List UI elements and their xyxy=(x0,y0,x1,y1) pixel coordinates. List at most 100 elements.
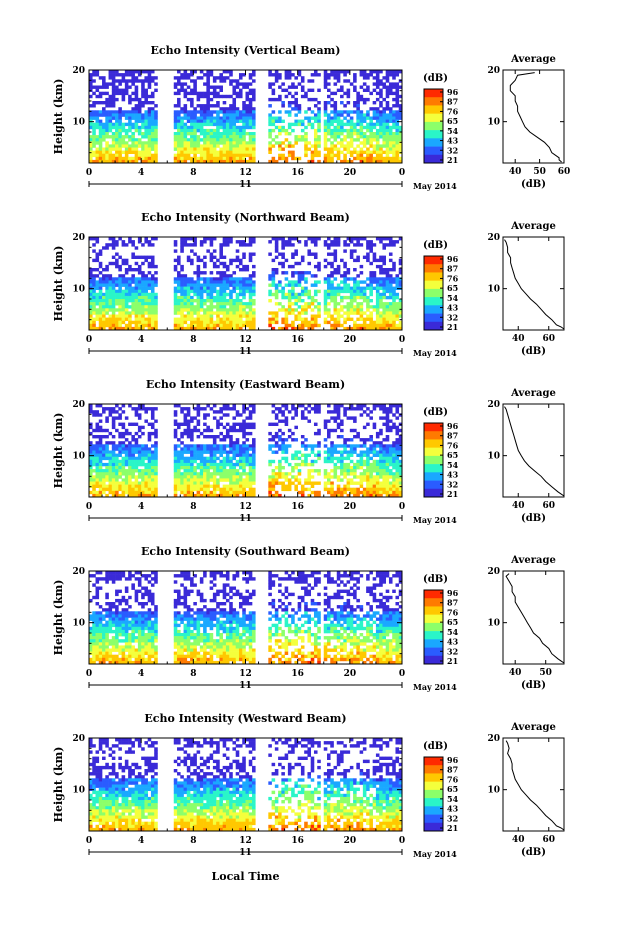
heatmap-cell xyxy=(206,283,210,287)
heatmap-cell xyxy=(353,308,357,312)
heatmap-cell xyxy=(121,422,126,426)
heatmap-cell xyxy=(362,478,367,482)
heatmap-cell xyxy=(177,125,181,130)
heatmap-cell xyxy=(379,101,383,105)
heatmap-cell xyxy=(222,299,227,303)
heatmap-cell xyxy=(310,320,315,325)
heatmap-cell xyxy=(359,459,364,464)
heatmap-cell xyxy=(294,438,298,442)
heatmap-cell xyxy=(268,85,272,89)
heatmap-cell xyxy=(248,277,253,281)
heatmap-cell xyxy=(346,289,351,294)
heatmap-cell xyxy=(307,237,312,241)
heatmap-cell xyxy=(356,487,360,492)
heatmap-cell xyxy=(206,289,210,294)
heatmap-cell xyxy=(333,472,338,476)
heatmap-cell xyxy=(327,237,331,241)
heatmap-cell xyxy=(238,444,243,448)
heatmap-cell xyxy=(150,407,155,411)
heatmap-cell xyxy=(98,493,103,498)
heatmap-cell xyxy=(121,326,126,331)
heatmap-cell xyxy=(232,91,237,96)
heatmap-cell xyxy=(252,125,256,130)
heatmap-cell xyxy=(359,438,364,442)
heatmap-cell xyxy=(340,159,344,164)
heatmap-cell xyxy=(115,243,119,247)
heatmap-cell xyxy=(219,283,223,287)
heatmap-cell xyxy=(284,73,289,77)
heatmap-cell xyxy=(147,110,152,114)
heatmap-cell xyxy=(242,147,246,151)
heatmap-cell xyxy=(141,453,145,457)
heatmap-cell xyxy=(268,422,272,426)
heatmap-cell xyxy=(333,292,338,297)
heatmap-cell xyxy=(252,444,256,448)
heatmap-cell xyxy=(375,144,380,148)
heatmap-cell xyxy=(284,311,289,315)
heatmap-cell xyxy=(307,271,312,275)
heatmap-cell xyxy=(128,444,132,448)
heatmap-cell xyxy=(216,469,220,473)
heatmap-cell xyxy=(141,243,145,247)
heatmap-cell xyxy=(304,94,308,99)
heatmap-cell xyxy=(102,101,106,105)
heatmap-cell xyxy=(173,484,178,488)
heatmap-cell xyxy=(304,447,308,451)
heatmap-cell xyxy=(356,326,360,331)
heatmap-cell xyxy=(124,159,129,164)
heatmap-cell xyxy=(330,280,334,284)
heatmap-cell xyxy=(317,314,321,318)
heatmap-cell xyxy=(362,311,367,315)
heatmap-cell xyxy=(219,122,223,127)
heatmap-cell xyxy=(102,490,106,495)
heatmap-cell xyxy=(382,116,386,120)
heatmap-cell xyxy=(154,450,158,454)
heatmap-cell xyxy=(98,435,103,439)
heatmap-cell xyxy=(382,271,386,275)
heatmap-cell xyxy=(356,237,360,241)
heatmap-cell xyxy=(115,487,119,492)
heatmap-cell xyxy=(177,456,181,461)
heatmap-cell xyxy=(385,271,390,275)
heatmap-cell xyxy=(242,453,246,457)
heatmap-cell xyxy=(330,484,334,488)
heatmap-cell xyxy=(92,258,96,263)
heatmap-cell xyxy=(343,147,347,151)
heatmap-cell xyxy=(349,153,354,158)
heatmap-cell xyxy=(232,469,237,473)
heatmap-cell xyxy=(369,138,373,142)
heatmap-cell xyxy=(242,283,246,287)
heatmap-cell xyxy=(359,404,364,408)
heatmap-cell xyxy=(222,159,227,164)
heatmap-cell xyxy=(128,456,132,461)
heatmap-cell xyxy=(343,490,347,495)
heatmap-cell xyxy=(95,441,100,445)
heatmap-cell xyxy=(353,277,357,281)
heatmap-cell xyxy=(242,308,246,312)
heatmap-cell xyxy=(102,138,106,142)
heatmap-cell xyxy=(291,153,295,158)
heatmap-cell xyxy=(343,305,347,309)
heatmap-cell xyxy=(115,323,119,328)
heatmap-cell xyxy=(216,456,220,461)
heatmap-cell xyxy=(118,141,122,145)
heatmap-cell xyxy=(333,271,338,275)
heatmap-cell xyxy=(278,326,282,331)
heatmap-cell xyxy=(356,308,360,312)
heatmap-cell xyxy=(323,135,328,139)
heatmap-cell xyxy=(222,125,227,130)
heatmap-cell xyxy=(111,472,116,476)
heatmap-cell xyxy=(177,159,181,164)
heatmap-cell xyxy=(327,475,331,479)
heatmap-cell xyxy=(222,302,227,306)
heatmap-cell xyxy=(134,481,139,485)
heatmap-cell xyxy=(115,444,119,448)
heatmap-cell xyxy=(98,469,103,473)
heatmap-cell xyxy=(245,150,250,154)
heatmap-cell xyxy=(105,286,109,290)
heatmap-cell xyxy=(388,132,393,136)
heatmap-cell xyxy=(222,147,227,151)
heatmap-cell xyxy=(225,141,230,145)
heatmap-cell xyxy=(242,428,246,433)
heatmap-cell xyxy=(219,110,223,114)
